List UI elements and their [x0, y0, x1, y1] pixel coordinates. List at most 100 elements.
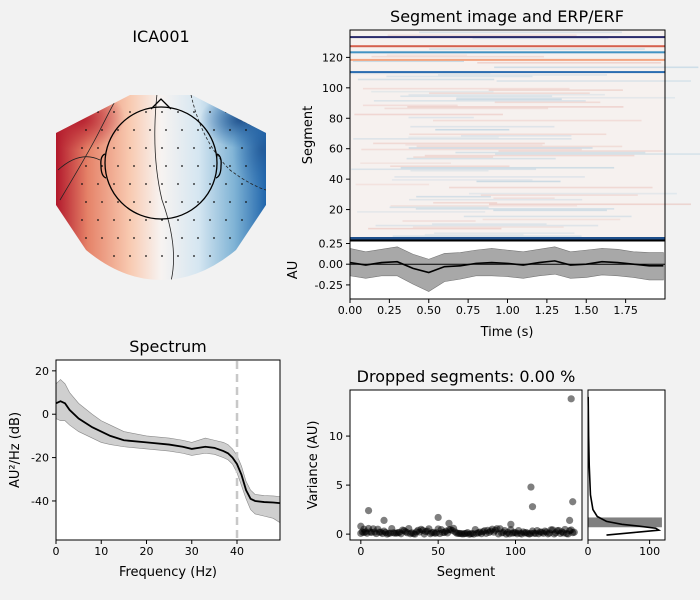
sensor-dot — [165, 129, 167, 131]
segment-image-panel: Segment image and ERP/ERF 20 40 60 80 100 120… — [301, 7, 700, 241]
segment-band — [391, 179, 533, 181]
topomap-field — [56, 95, 266, 280]
sensor-dot — [225, 219, 227, 221]
sensor-dot — [161, 111, 163, 113]
sensor-dot — [241, 183, 243, 185]
segment-band — [409, 198, 583, 201]
segment-band — [353, 138, 572, 140]
sensor-dot — [193, 183, 195, 185]
variance-point — [434, 513, 442, 522]
sensor-dot — [113, 111, 115, 113]
segment-band — [386, 75, 533, 78]
y-tick-label: 60 — [329, 143, 343, 156]
sensor-dot — [133, 237, 135, 239]
sensor-dot — [181, 129, 183, 131]
sensor-dot — [209, 255, 211, 257]
y-tick-label: 5 — [336, 479, 343, 492]
variance-yticks: 0 5 10 — [329, 430, 350, 541]
segment-band — [362, 87, 570, 90]
sensor-dot — [113, 219, 115, 221]
x-tick-label: 20 — [140, 545, 154, 558]
segment-band — [368, 227, 502, 230]
segment-band — [357, 211, 486, 213]
topomap-panel: ICA001 — [56, 27, 266, 280]
sensor-dot — [129, 255, 131, 257]
x-tick-label: 0.25 — [377, 304, 402, 317]
variance-point — [569, 498, 577, 506]
y-tick-label: 20 — [35, 365, 49, 378]
x-tick-label: 100 — [639, 545, 660, 558]
segment-band — [360, 162, 452, 164]
segment-band — [386, 54, 467, 56]
segment-band — [416, 145, 623, 148]
sensor-dot — [213, 165, 215, 167]
segment-band — [408, 93, 605, 96]
sensor-dot — [85, 237, 87, 239]
variance-panel: Dropped segments: 0.00 % 0 50 100 0 5 10 Seg… — [306, 367, 583, 580]
segment-band — [407, 106, 624, 108]
segment-band — [456, 98, 562, 101]
segment-band — [433, 201, 498, 204]
sensor-dot — [197, 165, 199, 167]
segment-band — [408, 147, 593, 149]
segment-band — [424, 154, 635, 157]
y-tick-label: 40 — [329, 173, 343, 186]
segment-band — [410, 170, 489, 172]
sensor-dot — [193, 111, 195, 113]
x-tick-label: 40 — [230, 545, 244, 558]
segment-band — [400, 95, 553, 98]
segment-band — [429, 92, 590, 94]
variance-xlabel: Segment — [437, 565, 496, 580]
sensor-dot — [165, 237, 167, 239]
segment-band — [488, 89, 623, 91]
erp-ylabel: AU — [286, 261, 301, 279]
segment-band — [409, 133, 607, 136]
x-tick-label: 0.75 — [456, 304, 481, 317]
segment-band — [371, 55, 544, 58]
sensor-dot — [101, 201, 103, 203]
segment-band — [498, 150, 664, 152]
segment-image-bands — [350, 31, 700, 241]
segment-band — [463, 215, 632, 218]
sensor-dot — [177, 147, 179, 149]
segment-band — [449, 186, 653, 189]
topomap-title: ICA001 — [132, 27, 189, 46]
sensor-dot — [81, 147, 83, 149]
sensor-dot — [161, 183, 163, 185]
sensor-dot — [197, 129, 199, 131]
x-tick-label: 0 — [53, 545, 60, 558]
variance-title: Dropped segments: 0.00 % — [357, 367, 576, 386]
y-tick-label: 0 — [336, 528, 343, 541]
segment-band — [482, 218, 621, 221]
segment-band — [390, 165, 510, 168]
segment-band — [489, 203, 691, 206]
y-tick-label: 10 — [329, 430, 343, 443]
x-tick-label: 30 — [185, 545, 199, 558]
sensor-dot — [181, 237, 183, 239]
segment-band — [371, 90, 494, 93]
sensor-dot — [177, 183, 179, 185]
segment-band — [350, 51, 665, 54]
y-tick-label: 20 — [329, 204, 343, 217]
variance-point — [507, 520, 515, 528]
sensor-dot — [177, 219, 179, 221]
sensor-dot — [209, 183, 211, 185]
segment-band — [456, 96, 676, 99]
sensor-dot — [133, 201, 135, 203]
spectrum-ylabel: AU²/Hz (dB) — [8, 412, 23, 488]
segment-image-title: Segment image and ERP/ERF — [390, 7, 624, 26]
segment-band — [350, 36, 665, 39]
sensor-dot — [229, 201, 231, 203]
sensor-dot — [197, 201, 199, 203]
x-tick-label: 100 — [505, 545, 526, 558]
x-tick-label: 1.25 — [535, 304, 560, 317]
segment-band — [373, 142, 545, 145]
segment-band — [375, 224, 599, 227]
variance-points — [357, 395, 578, 538]
histogram-bar — [588, 517, 662, 528]
segment-band — [433, 119, 642, 122]
sensor-dot — [213, 129, 215, 131]
y-tick-label: 120 — [322, 51, 343, 64]
sensor-dot — [101, 237, 103, 239]
segment-band — [402, 220, 476, 222]
